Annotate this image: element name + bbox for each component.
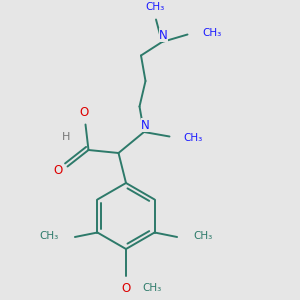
Text: H: H [62,131,70,142]
Text: O: O [122,281,130,295]
Text: CH₃: CH₃ [142,283,162,293]
Text: CH₃: CH₃ [183,133,202,143]
Text: CH₃: CH₃ [39,231,58,242]
Text: O: O [54,164,63,178]
Text: N: N [159,29,168,42]
Text: N: N [141,119,150,132]
Text: CH₃: CH₃ [202,28,222,38]
Text: O: O [80,106,88,119]
Text: CH₃: CH₃ [194,231,213,242]
Text: CH₃: CH₃ [145,2,164,13]
